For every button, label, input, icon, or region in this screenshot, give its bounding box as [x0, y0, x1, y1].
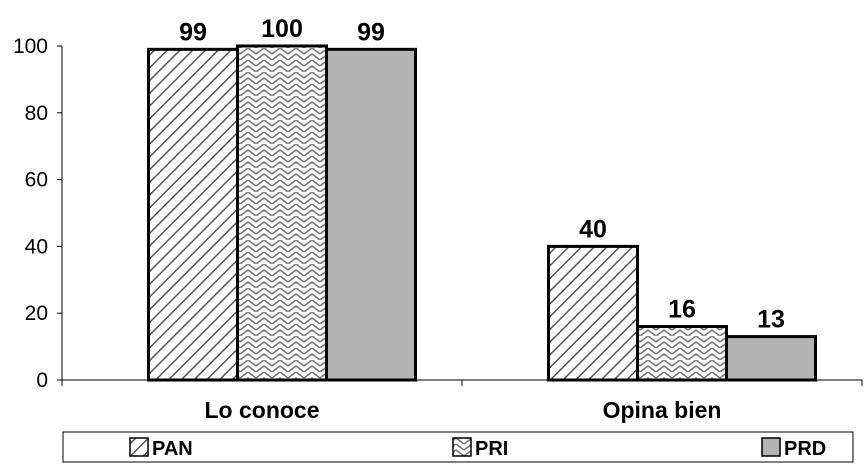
bar-prd-2 — [725, 335, 817, 382]
legend-swatch-pri — [452, 437, 472, 457]
y-tick-label: 80 — [25, 102, 48, 125]
bar-value-label: 40 — [579, 215, 607, 243]
bar-pri-2 — [636, 325, 728, 382]
bar-pri-1 — [236, 44, 328, 382]
bar-value-label: 13 — [757, 306, 785, 334]
bar-value-labels: 99 100 99 40 16 13 — [179, 15, 785, 334]
y-tick-label: 20 — [25, 302, 48, 325]
legend: PAN PRI PRD — [62, 431, 854, 463]
y-tick-label: 40 — [25, 235, 48, 258]
bar-value-label: 16 — [668, 296, 696, 324]
legend-swatch-prd — [761, 437, 781, 457]
y-tick-label: 0 — [36, 369, 48, 392]
category-label: Opina bien — [603, 397, 722, 423]
bar-prd-1 — [325, 47, 417, 382]
bar-value-label: 99 — [179, 18, 207, 46]
bar-value-label: 100 — [261, 15, 303, 43]
y-tick-label: 100 — [13, 35, 48, 58]
category-label: Lo conoce — [204, 397, 319, 423]
y-tick-label: 60 — [25, 169, 48, 192]
bars — [147, 44, 817, 382]
bar-pan-1 — [147, 47, 239, 382]
legend-swatch-pan — [129, 437, 149, 457]
bar-pan-2 — [547, 244, 639, 382]
legend-label-pan: PAN — [152, 438, 193, 460]
legend-label-prd: PRD — [784, 438, 826, 460]
legend-label-pri: PRI — [475, 438, 508, 460]
category-labels: Lo conoce Opina bien — [204, 397, 721, 423]
bar-value-label: 99 — [357, 18, 385, 46]
